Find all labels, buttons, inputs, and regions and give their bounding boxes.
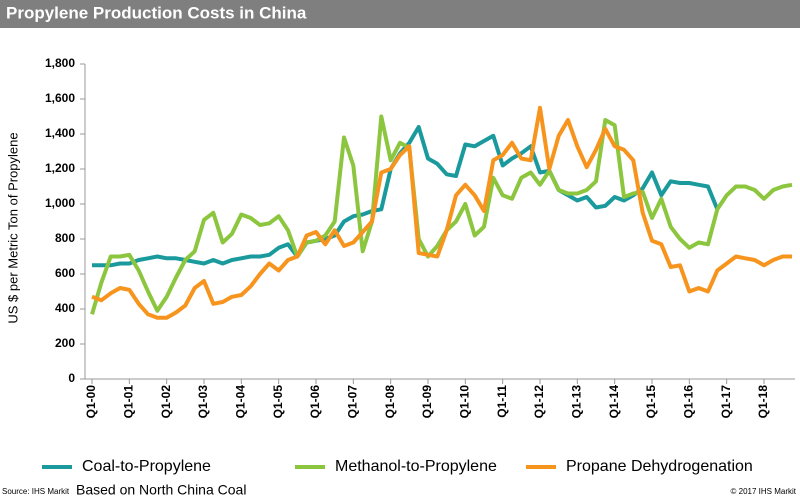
x-tick-label: Q1-03: [196, 385, 210, 419]
x-tick-label: Q1-09: [420, 385, 434, 419]
x-tick-label: Q1-15: [644, 385, 658, 419]
legend-label: Coal-to-Propylene: [82, 458, 211, 475]
x-tick-label: Q1-08: [383, 385, 397, 419]
y-tick-label: 400: [55, 301, 75, 315]
x-tick-label: Q1-01: [122, 385, 136, 419]
source: Source: IHS Markit: [2, 487, 70, 496]
y-axis-label: US $ per Metric Ton of Propylene: [5, 132, 20, 323]
x-tick-label: Q1-05: [271, 385, 285, 419]
copyright: © 2017 IHS Markit: [731, 487, 797, 496]
note: Based on North China Coal: [76, 482, 246, 498]
x-tick-label: Q1-02: [159, 385, 173, 419]
y-tick-label: 1,200: [45, 161, 75, 175]
y-tick-label: 600: [55, 266, 75, 280]
x-tick-label: Q1-18: [756, 385, 770, 419]
title-bar: [0, 0, 800, 28]
y-tick-label: 1,800: [45, 56, 75, 70]
y-tick-label: 1,600: [45, 91, 75, 105]
x-tick-label: Q1-10: [458, 385, 472, 419]
series-line: [91, 105, 792, 320]
x-tick-label: Q1-17: [719, 385, 733, 419]
legend-label: Methanol-to-Propylene: [335, 458, 497, 475]
x-tick-label: Q1-00: [84, 385, 98, 419]
x-tick-label: Q1-16: [682, 385, 696, 419]
x-tick-label: Q1-12: [532, 385, 546, 419]
x-tick-label: Q1-07: [346, 385, 360, 419]
x-tick-label: Q1-13: [570, 385, 584, 419]
y-tick-label: 0: [68, 371, 75, 385]
chart-title: Propylene Production Costs in China: [6, 3, 307, 22]
x-tick-label: Q1-11: [495, 385, 509, 418]
y-tick-label: 200: [55, 336, 75, 350]
y-tick-label: 800: [55, 231, 75, 245]
legend-label: Propane Dehydrogenation: [566, 458, 753, 475]
x-tick-label: Q1-06: [308, 385, 322, 419]
y-tick-label: 1,400: [45, 126, 75, 140]
x-tick-label: Q1-04: [234, 385, 248, 419]
x-tick-label: Q1-14: [607, 385, 621, 419]
y-tick-label: 1,000: [45, 196, 75, 210]
